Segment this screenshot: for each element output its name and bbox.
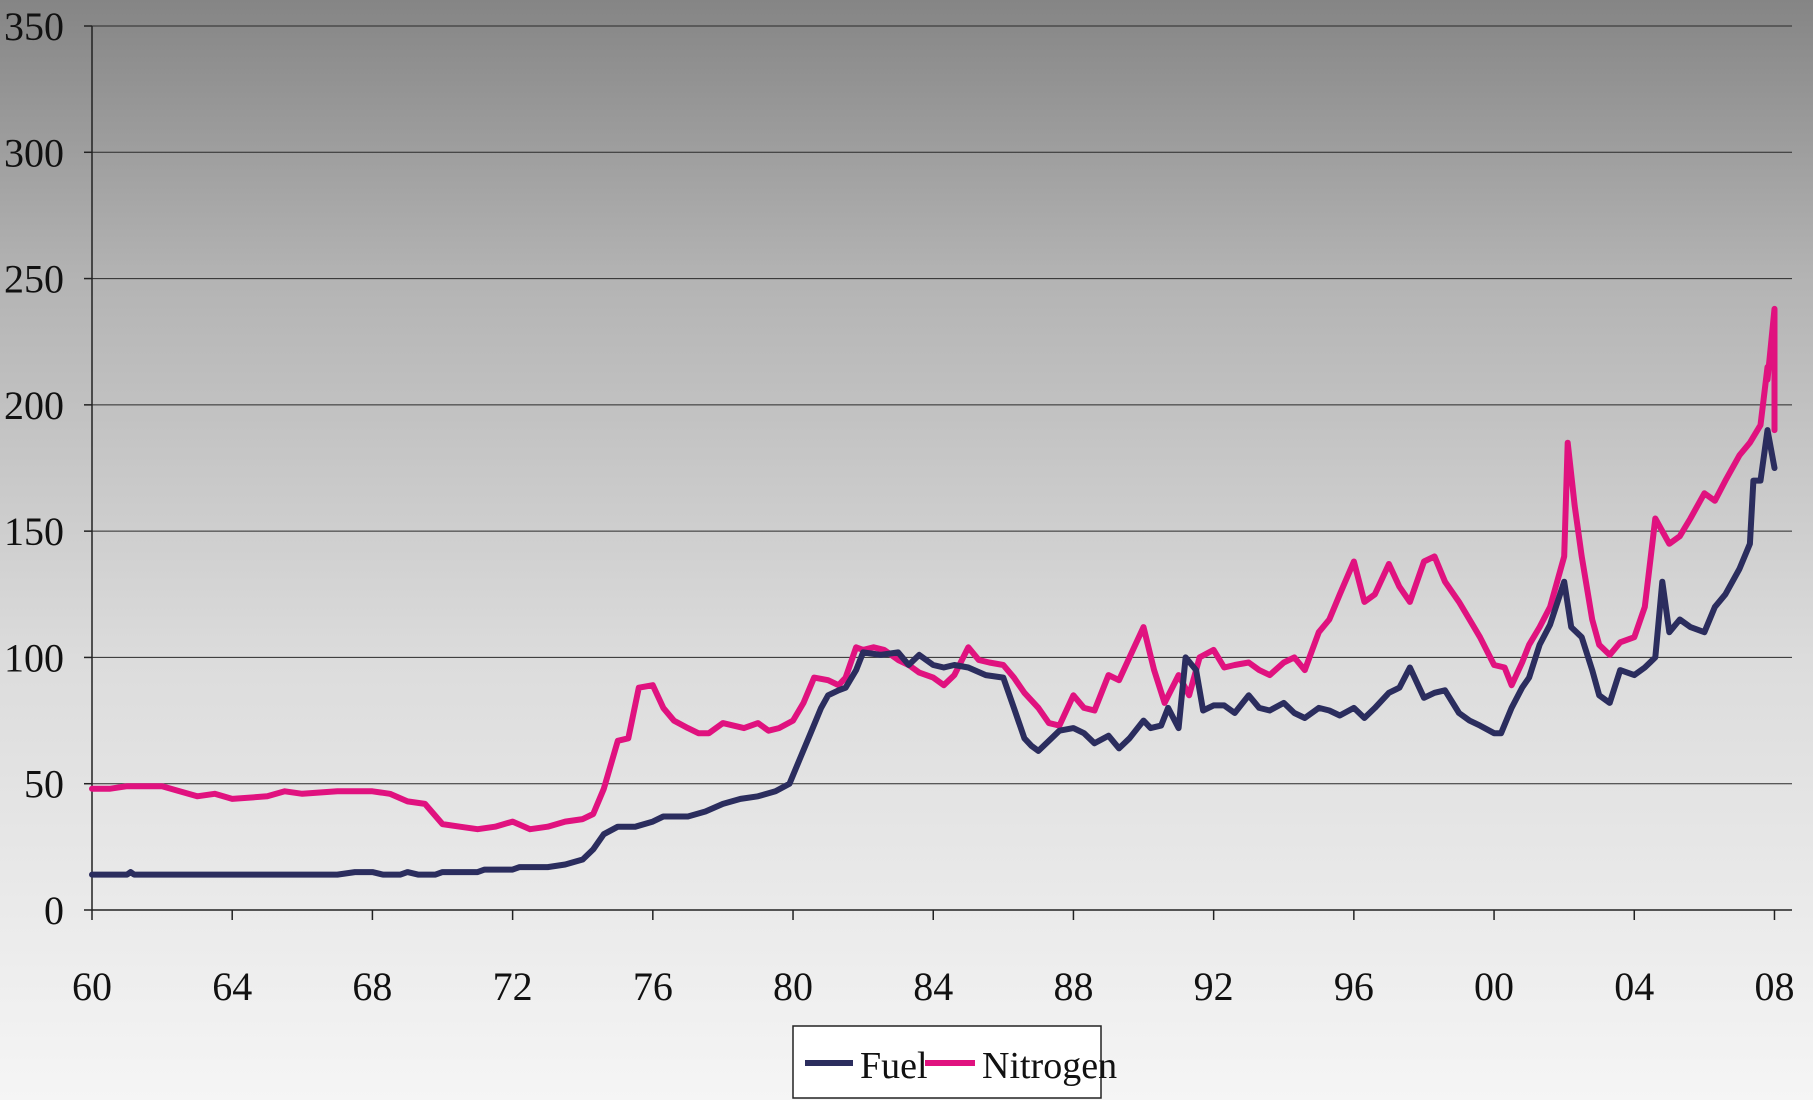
- x-tick-label: 68: [352, 964, 392, 1009]
- y-tick-label: 200: [4, 383, 64, 428]
- x-tick-label: 84: [913, 964, 953, 1009]
- axes: 0 50 100 150 200 250 300 350 60 64 68 72 76 80 84 88 92 9…: [4, 4, 1794, 1009]
- series-line-fuel: [89, 427, 1778, 878]
- series-lines: [89, 305, 1778, 878]
- y-tick-label: 250: [4, 257, 64, 302]
- x-tick-label: 72: [493, 964, 533, 1009]
- legend-label-nitrogen: Nitrogen: [982, 1045, 1117, 1087]
- x-tick-label: 80: [773, 964, 813, 1009]
- x-tick-label: 64: [212, 964, 252, 1009]
- x-tick-label: 00: [1474, 964, 1514, 1009]
- x-tick-label: 08: [1754, 964, 1794, 1009]
- x-tick-label: 76: [633, 964, 673, 1009]
- y-tick-label: 0: [44, 888, 64, 933]
- x-tick-label: 96: [1334, 964, 1374, 1009]
- y-tick-label: 300: [4, 130, 64, 175]
- y-tick-label: 100: [4, 635, 64, 680]
- y-tick-label: 150: [4, 509, 64, 554]
- x-tick-label: 04: [1614, 964, 1654, 1009]
- series-line-nitrogen: [89, 305, 1778, 833]
- legend: Fuel Nitrogen: [792, 1025, 1117, 1099]
- y-tick-label: 50: [24, 762, 64, 807]
- x-tick-label: 88: [1053, 964, 1093, 1009]
- gridlines: [92, 25, 1792, 785]
- y-tick-label: 350: [4, 4, 64, 49]
- x-tick-label: 92: [1194, 964, 1234, 1009]
- legend-label-fuel: Fuel: [860, 1045, 928, 1087]
- x-tick-label: 60: [72, 964, 112, 1009]
